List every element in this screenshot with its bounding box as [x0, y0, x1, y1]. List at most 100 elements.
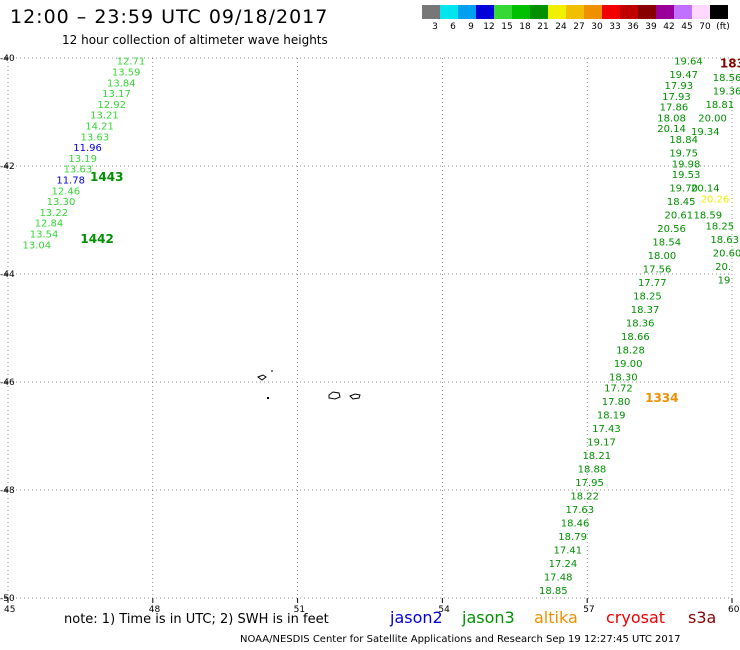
color-scale-label: 9	[468, 22, 474, 32]
color-scale-label: 18	[519, 22, 531, 32]
island-3	[328, 391, 341, 400]
wave-height-value: 18.84	[669, 135, 698, 146]
color-scale-label: 36	[627, 22, 639, 32]
pass-time-label: 1442	[80, 232, 113, 246]
satellite-legend-entry: s3a	[688, 608, 717, 627]
wave-height-value: 17.43	[592, 424, 621, 435]
wave-height-value: 18.25	[633, 292, 662, 303]
color-scale-label: 6	[450, 22, 456, 32]
satellite-legend-entry: altika	[534, 608, 578, 627]
wave-height-value: 13.30	[47, 197, 76, 208]
wave-height-value: 12.92	[97, 100, 126, 111]
y-axis-tick-label: -48	[0, 486, 15, 496]
altimeter-tracks: 12.7113.5913.8413.1712.9213.2114.2113.63…	[23, 56, 740, 597]
satellite-legend-entry: cryosat	[606, 608, 666, 627]
color-scale-label: 21	[537, 22, 549, 32]
wave-height-value: 20.60	[713, 248, 740, 259]
color-scale-label: 24	[555, 22, 567, 32]
map-grid: 45 48 51 54 57 60 -40 -42 -44 -46 -48 -50	[0, 54, 740, 615]
color-scale-label: 45	[681, 22, 693, 32]
wave-height-value: 18.85	[539, 586, 568, 597]
x-axis-tick-label: 51	[294, 605, 305, 615]
track-west: 12.7113.5913.8413.1712.9213.2114.2113.63…	[23, 57, 146, 252]
wave-height-value: 13.17	[102, 89, 131, 100]
wave-height-value: 13.59	[112, 68, 141, 79]
wave-height-value: 17.24	[549, 559, 578, 570]
wave-height-value: 18.54	[652, 238, 681, 249]
wave-height-value: 17.93	[664, 81, 693, 92]
x-axis-tick-label: 54	[438, 605, 450, 615]
note-text: note: 1) Time is in UTC; 2) SWH is in fe…	[64, 612, 329, 627]
wave-height-value: 18.46	[561, 518, 590, 529]
wave-height-value: 20.00	[698, 113, 727, 124]
color-scale-swatch	[512, 5, 530, 19]
pass-time-label: 1334	[645, 391, 678, 405]
map-subtitle: 12 hour collection of altimeter wave hei…	[62, 33, 328, 47]
color-scale-swatch	[422, 5, 440, 19]
wave-height-value: 11.96	[73, 143, 102, 154]
wave-height-value: 17.56	[643, 265, 672, 276]
color-scale-swatch	[584, 5, 602, 19]
island-2	[267, 397, 269, 399]
wave-height-value: 20.61	[664, 211, 693, 222]
wave-height-value: 12.46	[52, 186, 81, 197]
color-scale-swatch	[620, 5, 638, 19]
wave-height-value: 18.08	[657, 113, 686, 124]
wave-height-value: 13.21	[90, 111, 119, 122]
x-axis-tick-label: 48	[149, 605, 161, 615]
wave-height-value: 19.70	[669, 184, 698, 195]
color-scale-label: 3	[432, 22, 438, 32]
wave-height-value: 17.48	[544, 572, 573, 583]
wave-height-value: 18.28	[616, 346, 645, 357]
wave-height-value: 20.14	[657, 124, 686, 135]
wave-height-value: 17.77	[638, 278, 667, 289]
wave-height-value: 20.26	[701, 194, 730, 205]
color-scale-swatch	[656, 5, 674, 19]
pass-time-label: 1443	[90, 170, 123, 184]
wave-height-value: 20.14	[691, 184, 720, 195]
wave-height-value: 17.93	[662, 92, 691, 103]
island-1	[256, 374, 267, 381]
color-scale-label: 33	[609, 22, 621, 32]
wave-height-value: 17.86	[660, 103, 689, 114]
color-scale-swatch	[674, 5, 692, 19]
wave-height-value: 18.30	[609, 373, 638, 384]
color-scale-swatch	[710, 5, 728, 19]
wave-height-value: 18.00	[648, 251, 677, 262]
map-title: 12:00 – 23:59 UTC 09/18/2017	[10, 6, 329, 28]
color-scale-swatch	[530, 5, 548, 19]
wave-height-value: 18.37	[631, 305, 660, 316]
color-scale-label: 27	[573, 22, 585, 32]
wave-height-value: 18.19	[597, 410, 626, 421]
satellite-legend-entry: jason3	[462, 608, 515, 627]
y-axis-tick-label: -44	[0, 270, 15, 280]
wave-height-value: 19.98	[672, 159, 701, 170]
wave-height-value: 19.47	[669, 70, 698, 81]
wave-height-value: 18.22	[570, 491, 599, 502]
wave-height-value: 19	[718, 275, 731, 286]
color-scale-label: 12	[483, 22, 495, 32]
wave-height-value: 20.	[715, 262, 731, 273]
wave-height-value: 13.84	[107, 78, 136, 89]
wave-height-value: 18.59	[693, 211, 722, 222]
wave-height-value: 17.95	[575, 478, 604, 489]
wave-height-value: 13.04	[23, 240, 52, 251]
y-axis-tick-label: -40	[0, 54, 15, 64]
wave-height-value: 13.19	[68, 154, 97, 165]
color-scale-swatch	[440, 5, 458, 19]
color-scale-swatch	[692, 5, 710, 19]
wave-height-value: 19.34	[691, 127, 720, 138]
wave-height-value: 19.53	[672, 170, 701, 181]
color-scale-swatch	[566, 5, 584, 19]
color-scale-swatch	[458, 5, 476, 19]
x-axis-tick-label: 45	[4, 605, 15, 615]
wave-height-value: 12.71	[117, 57, 146, 68]
color-scale-label: 15	[501, 22, 513, 32]
coastline-islands	[256, 370, 361, 400]
wave-height-value: 18.56	[713, 73, 740, 84]
wave-height-value: 18.21	[582, 451, 611, 462]
wave-height-value: 17.41	[553, 545, 582, 556]
color-scale-swatch	[638, 5, 656, 19]
